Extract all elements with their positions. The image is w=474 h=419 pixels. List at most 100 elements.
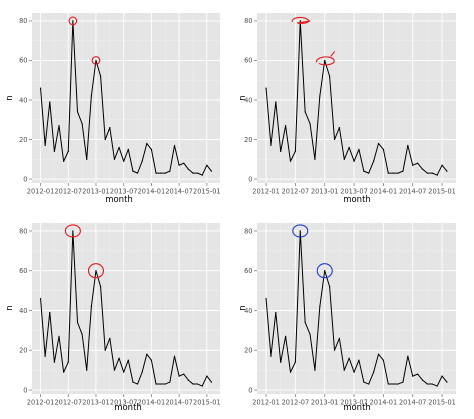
data-point <box>104 349 106 351</box>
data-point <box>368 383 370 385</box>
data-point <box>76 111 79 113</box>
data-point <box>67 150 69 152</box>
data-point <box>58 125 60 127</box>
data-point <box>113 369 116 371</box>
data-point <box>173 144 176 147</box>
data-point <box>397 172 399 174</box>
data-point <box>86 158 88 160</box>
data-point <box>397 383 399 385</box>
data-point <box>86 369 88 371</box>
data-point <box>160 383 162 385</box>
x-tick-label: 2012-07 <box>282 188 310 196</box>
highlight-circle <box>68 16 78 26</box>
data-point <box>164 172 166 174</box>
y-axis-title: n <box>5 95 15 100</box>
data-point <box>201 385 203 387</box>
data-point <box>446 381 448 383</box>
data-point <box>132 170 134 172</box>
data-point <box>210 381 213 383</box>
x-tick-label: 2013-01 <box>311 399 339 407</box>
data-point <box>338 337 340 339</box>
highlight-ellipse <box>64 224 81 238</box>
data-point <box>72 20 74 22</box>
data-point <box>206 375 208 377</box>
data-point <box>314 158 316 160</box>
data-point <box>39 87 42 89</box>
x-axis-title: month <box>343 403 371 413</box>
data-point <box>333 138 336 141</box>
x-tick-label: 2013-01 <box>82 399 110 407</box>
data-point <box>392 383 394 385</box>
y-tick-label: 0 <box>23 175 27 183</box>
plot-background <box>32 223 220 394</box>
data-point <box>187 168 189 170</box>
data-point <box>146 353 148 355</box>
data-point <box>417 162 419 164</box>
data-point <box>123 371 125 373</box>
y-tick-label: 40 <box>19 96 27 104</box>
data-point <box>304 111 306 113</box>
y-tick-label: 60 <box>244 57 252 65</box>
data-point <box>319 305 321 308</box>
data-point <box>81 333 83 335</box>
data-point <box>343 158 345 160</box>
x-axis-title: month <box>343 195 371 205</box>
y-tick-label: 60 <box>19 57 27 65</box>
data-point <box>412 164 414 166</box>
data-point <box>178 375 180 377</box>
data-point <box>309 333 311 335</box>
data-point <box>353 371 355 373</box>
data-point <box>136 383 139 385</box>
data-point <box>402 381 404 383</box>
data-point <box>324 59 326 62</box>
data-point <box>377 353 380 355</box>
data-point <box>314 369 316 371</box>
series-line <box>265 20 448 176</box>
data-point <box>95 59 97 62</box>
data-point <box>358 359 360 361</box>
x-tick-label: 2015-01 <box>428 188 456 196</box>
data-point <box>275 311 277 314</box>
data-point <box>196 383 199 385</box>
x-tick-label: 2013-07 <box>110 399 138 407</box>
x-tick-label: 2015-01 <box>193 188 221 196</box>
x-tick-label: 2014-01 <box>138 399 166 407</box>
data-point <box>407 355 409 357</box>
x-tick-label: 2013-07 <box>110 188 138 196</box>
data-point <box>127 148 129 150</box>
plot-background <box>257 223 456 394</box>
data-point <box>150 359 153 361</box>
x-tick-label: 2015-01 <box>428 399 456 407</box>
data-point <box>368 172 370 174</box>
data-point <box>109 127 111 129</box>
data-point <box>53 361 56 363</box>
data-point <box>127 359 129 361</box>
data-point <box>95 270 97 272</box>
data-point <box>123 160 125 162</box>
data-point <box>192 172 194 174</box>
y-tick-label: 40 <box>244 307 252 315</box>
data-point <box>109 337 111 339</box>
data-point <box>412 375 414 377</box>
data-point <box>187 379 189 381</box>
data-point <box>155 383 157 385</box>
data-point <box>44 144 46 147</box>
data-point <box>319 95 321 97</box>
data-point <box>183 373 185 375</box>
data-point <box>63 160 65 162</box>
data-point <box>441 164 443 166</box>
x-tick-label: 2014-07 <box>399 399 427 407</box>
y-tick-label: 20 <box>19 136 27 144</box>
x-tick-label: 2014-01 <box>138 188 166 196</box>
x-tick-label: 2012-01 <box>252 188 280 196</box>
x-tick-label: 2012-07 <box>54 188 82 196</box>
data-point <box>49 101 51 103</box>
data-point <box>132 381 134 383</box>
data-point <box>431 172 433 174</box>
highlight-ellipse <box>87 263 105 279</box>
data-point <box>363 381 365 383</box>
data-point <box>294 150 296 152</box>
